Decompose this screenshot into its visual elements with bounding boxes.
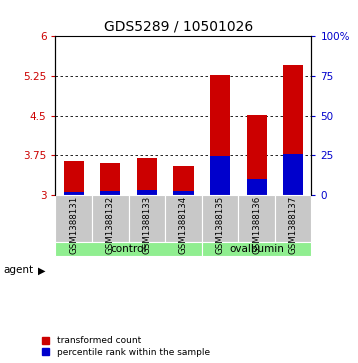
Bar <box>238 195 275 242</box>
Text: agent: agent <box>4 265 34 276</box>
Bar <box>137 158 157 195</box>
Bar <box>64 192 84 195</box>
Legend: transformed count, percentile rank within the sample: transformed count, percentile rank withi… <box>40 335 212 359</box>
Text: ovalbumin: ovalbumin <box>229 244 284 254</box>
Bar <box>210 156 230 195</box>
Text: ▶: ▶ <box>38 265 45 276</box>
Bar <box>100 191 120 195</box>
Text: GDS5289 / 10501026: GDS5289 / 10501026 <box>105 20 253 34</box>
Bar <box>137 189 157 195</box>
Bar <box>283 154 303 195</box>
Bar <box>210 75 230 195</box>
Bar <box>283 65 303 195</box>
Bar <box>165 195 202 242</box>
Text: GSM1388133: GSM1388133 <box>142 196 151 254</box>
Bar <box>275 195 311 242</box>
Text: GSM1388137: GSM1388137 <box>289 196 297 254</box>
Text: GSM1388136: GSM1388136 <box>252 196 261 254</box>
Text: GSM1388134: GSM1388134 <box>179 196 188 254</box>
Bar <box>173 166 194 195</box>
Bar <box>129 195 165 242</box>
Bar <box>64 160 84 195</box>
Bar <box>100 163 120 195</box>
Text: GSM1388131: GSM1388131 <box>69 196 78 254</box>
Bar <box>55 242 202 256</box>
Bar <box>92 195 129 242</box>
Bar <box>247 179 267 195</box>
Text: control: control <box>110 244 147 254</box>
Bar <box>202 242 311 256</box>
Bar <box>173 191 194 195</box>
Bar <box>202 195 238 242</box>
Bar <box>247 115 267 195</box>
Text: GSM1388135: GSM1388135 <box>216 196 224 254</box>
Text: GSM1388132: GSM1388132 <box>106 196 115 254</box>
Bar <box>55 195 92 242</box>
